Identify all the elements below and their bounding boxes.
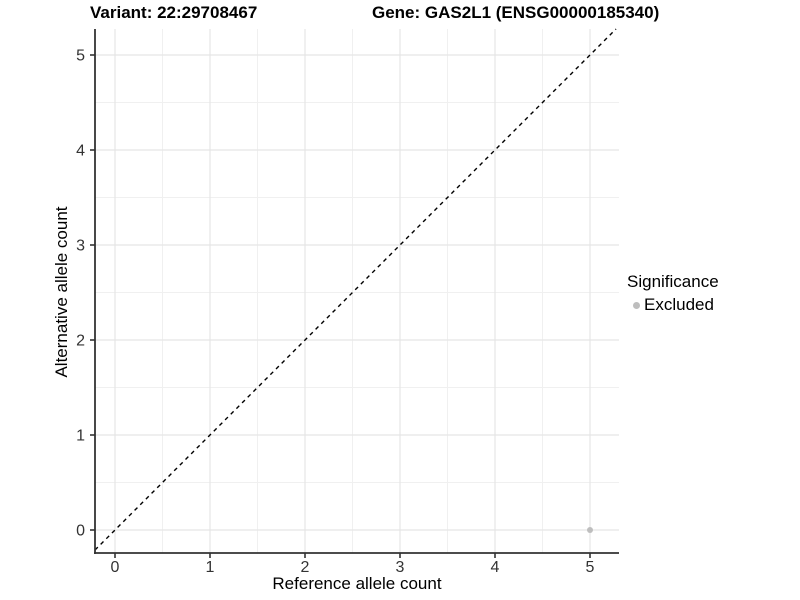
variant-title: Variant: 22:29708467 [90,3,258,22]
y-tick-label: 5 [76,48,85,65]
legend: Significance Excluded [627,272,719,315]
x-tick-label: 1 [206,559,215,576]
x-tick-label: 5 [586,559,595,576]
y-tick-label: 0 [76,523,85,540]
legend-entry-label: Excluded [644,295,714,314]
data-point [587,527,593,533]
identity-line [94,28,617,551]
x-tick-label: 0 [111,559,120,576]
legend-entry: Excluded [627,295,719,315]
x-axis-title: Reference allele count [272,574,442,593]
x-tick-label: 2 [301,559,310,576]
gene-title: Gene: GAS2L1 (ENSG00000185340) [372,3,660,22]
legend-point-icon [633,301,640,309]
y-tick-label: 2 [76,333,85,350]
y-tick-label: 3 [76,238,85,255]
x-tick-label: 4 [491,559,500,576]
legend-title: Significance [627,272,719,291]
x-tick-label: 3 [396,559,405,576]
y-axis-title: Alternative allele count [52,206,71,378]
y-tick-label: 4 [76,143,85,160]
y-tick-label: 1 [76,428,85,445]
